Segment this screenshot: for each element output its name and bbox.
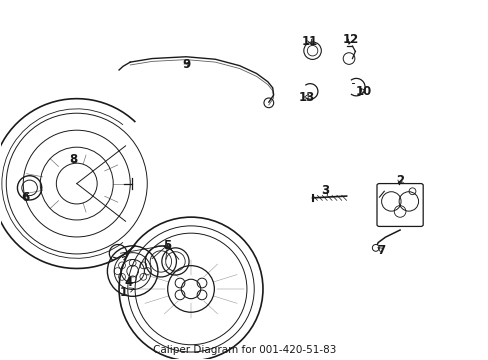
Text: 13: 13 bbox=[298, 91, 314, 104]
Text: 3: 3 bbox=[321, 184, 328, 197]
Text: 12: 12 bbox=[342, 33, 358, 46]
Text: 9: 9 bbox=[182, 58, 190, 72]
Text: 8: 8 bbox=[69, 153, 77, 166]
Text: 10: 10 bbox=[355, 85, 371, 98]
Text: Caliper Diagram for 001-420-51-83: Caliper Diagram for 001-420-51-83 bbox=[152, 345, 336, 355]
Ellipse shape bbox=[372, 244, 378, 251]
Text: 4: 4 bbox=[124, 276, 133, 289]
Text: 11: 11 bbox=[302, 35, 318, 48]
Text: 5: 5 bbox=[163, 239, 171, 252]
Text: 2: 2 bbox=[395, 174, 403, 187]
Text: 7: 7 bbox=[377, 243, 385, 257]
Text: 6: 6 bbox=[21, 191, 30, 204]
Text: 1: 1 bbox=[120, 286, 134, 299]
